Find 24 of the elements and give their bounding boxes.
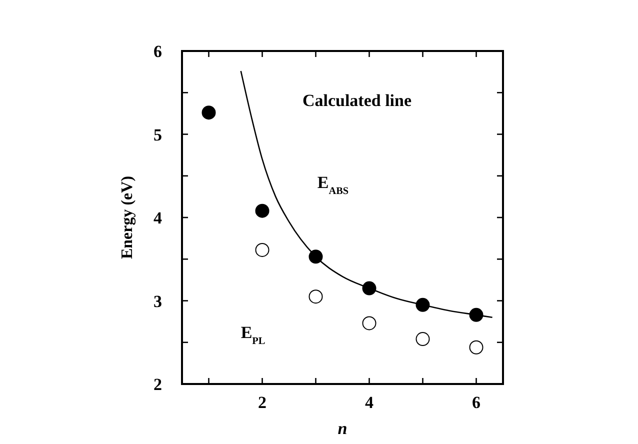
y-tick-label: 4 [154, 208, 162, 228]
annotation: E$_{PL}$ [240, 323, 266, 346]
x-axis-title: n [338, 419, 348, 438]
point [469, 308, 484, 322]
y-tick-label: 2 [154, 375, 162, 394]
y-tick-label: 3 [154, 292, 162, 311]
point [255, 204, 270, 218]
x-tick-label: 6 [472, 393, 480, 412]
point [362, 316, 376, 330]
point [416, 332, 430, 346]
point [308, 290, 323, 304]
x-tick-label: 4 [365, 393, 374, 412]
y-tick-label: 6 [154, 42, 162, 61]
point [255, 242, 270, 257]
annotation: Calculated line [302, 91, 412, 110]
point [202, 106, 216, 120]
annotation: E$_{ABS}$ [317, 173, 349, 196]
point [469, 340, 484, 354]
x-tick-label: 2 [258, 393, 266, 412]
point [416, 298, 430, 312]
point [308, 250, 323, 264]
point [362, 281, 376, 296]
y-axis-title: Energy (eV) [119, 176, 136, 260]
y-tick-label: 5 [154, 125, 162, 144]
